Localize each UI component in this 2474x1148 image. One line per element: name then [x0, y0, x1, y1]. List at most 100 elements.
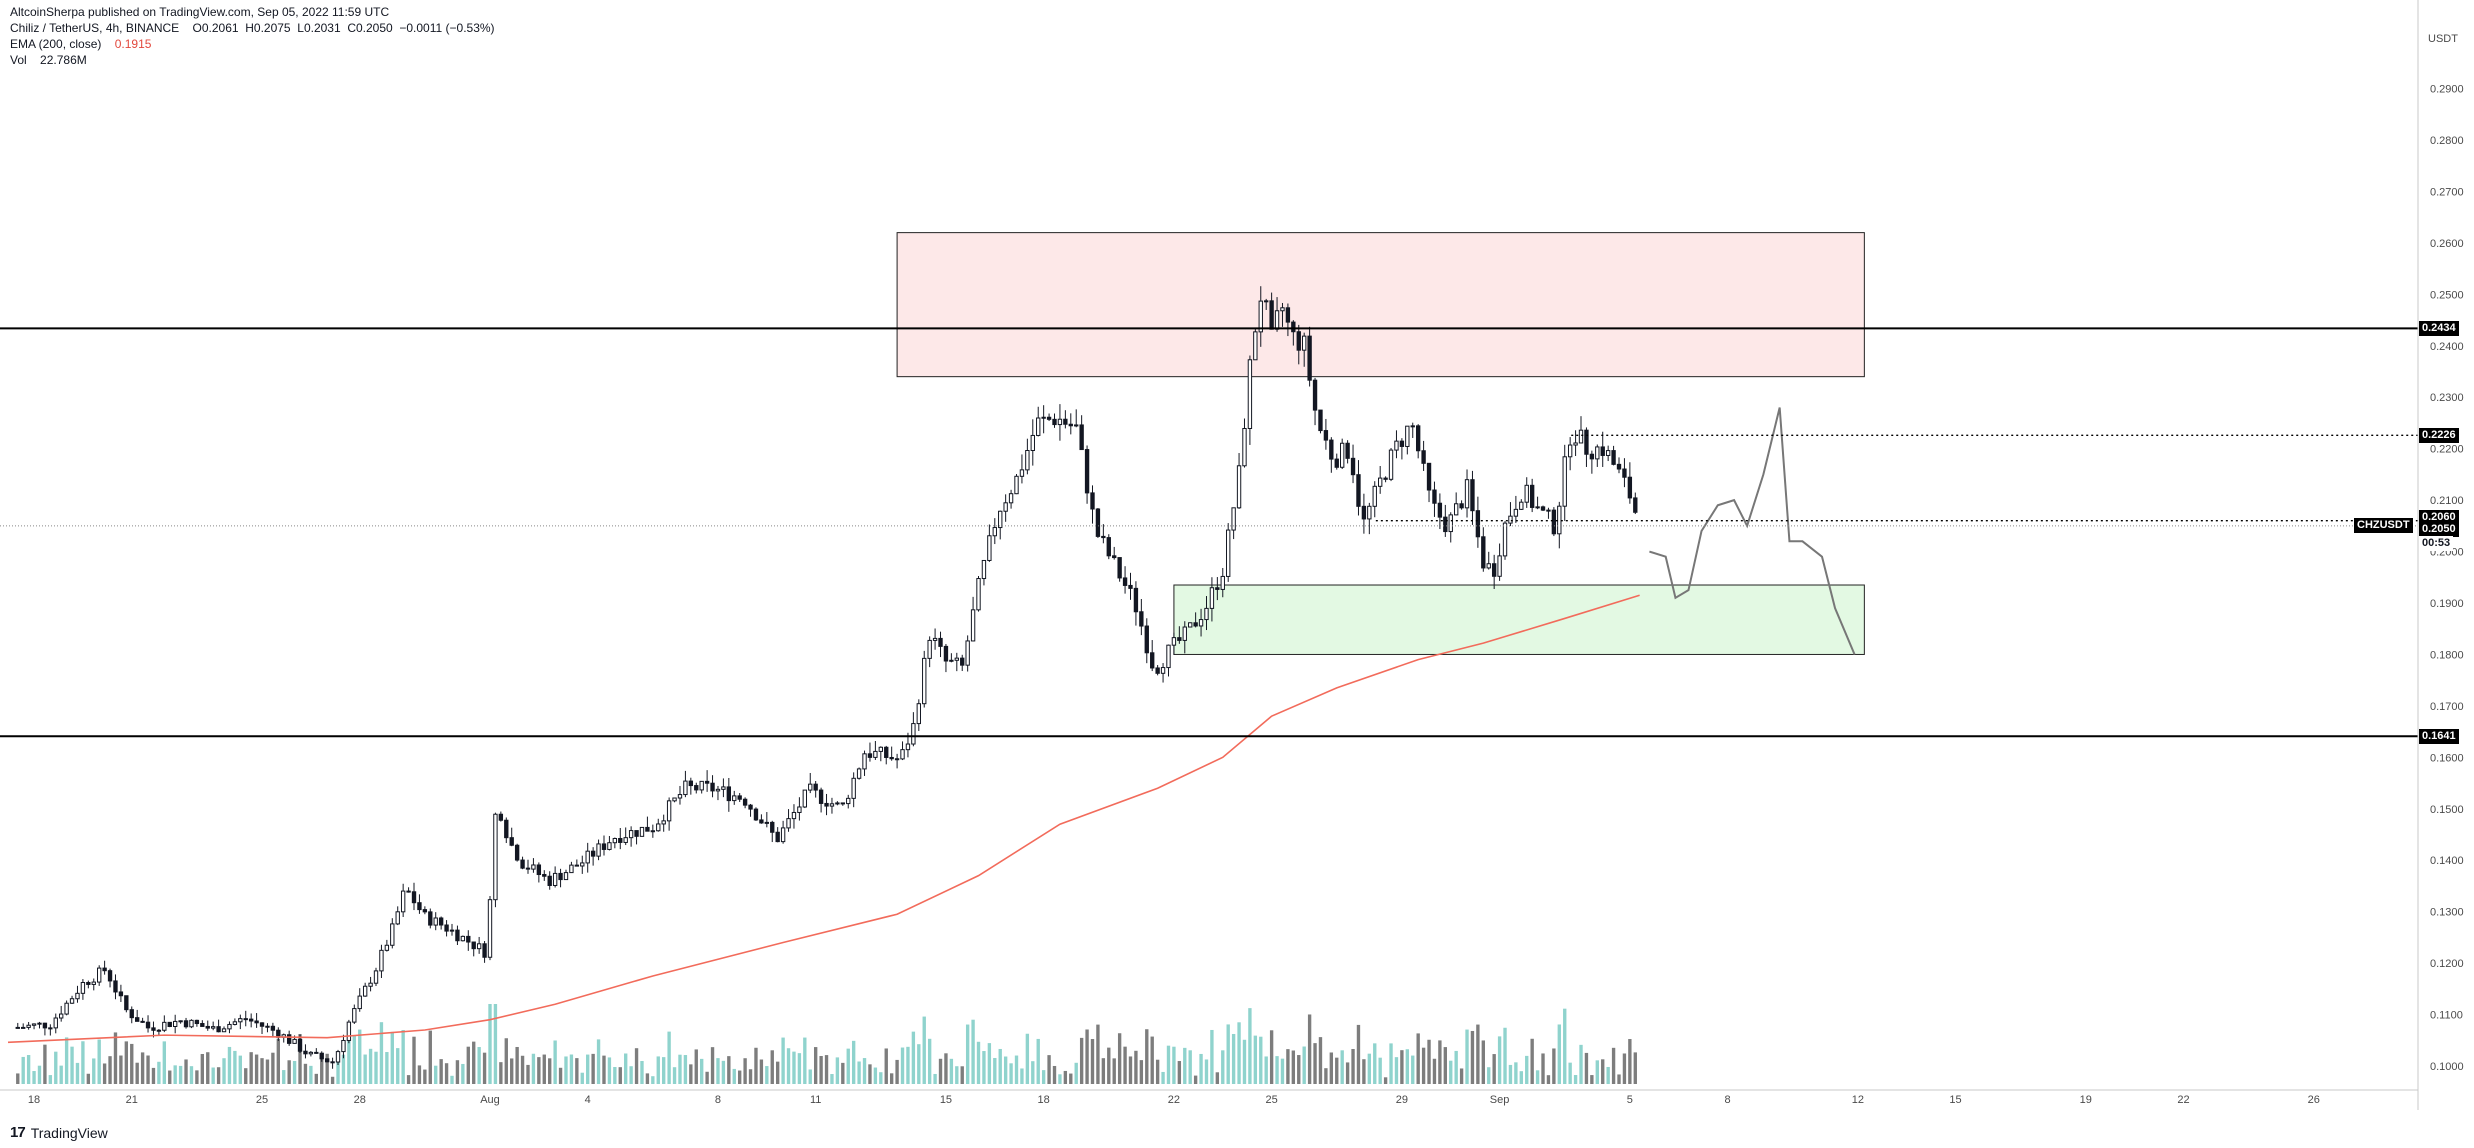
- volume-bar: [488, 1004, 492, 1084]
- x-tick-label: 21: [126, 1094, 138, 1106]
- candle: [1367, 505, 1372, 520]
- volume-bar: [591, 1053, 595, 1084]
- tradingview-name: TradingView: [30, 1124, 108, 1141]
- support-zone: [1173, 584, 1865, 655]
- x-tick-label: 26: [2308, 1094, 2320, 1106]
- volume-bar: [140, 1052, 145, 1084]
- volume-bar: [1508, 1064, 1513, 1084]
- candle: [91, 981, 96, 985]
- vol-label[interactable]: Vol: [10, 53, 27, 67]
- volume-bar: [775, 1061, 780, 1084]
- candle: [438, 917, 444, 926]
- candle: [1014, 475, 1019, 495]
- volume-bar: [287, 1060, 291, 1084]
- candle: [1578, 429, 1584, 444]
- volume-bar: [1025, 1033, 1030, 1084]
- candle: [1144, 625, 1149, 654]
- volume-bar: [548, 1058, 552, 1084]
- volume-bar: [662, 1057, 666, 1084]
- candle: [1188, 622, 1193, 628]
- candle: [1546, 509, 1551, 512]
- volume-bar: [1172, 1046, 1176, 1084]
- x-tick-label: 8: [715, 1094, 721, 1106]
- candle: [1622, 468, 1627, 478]
- candle: [324, 1058, 330, 1063]
- volume-indicator-line[interactable]: Vol 22.786M: [10, 53, 87, 67]
- candle: [124, 995, 129, 1011]
- candle: [1101, 535, 1106, 539]
- volume-bar: [1590, 1075, 1594, 1084]
- candle: [808, 783, 813, 791]
- volume-bar: [678, 1054, 682, 1084]
- candle: [368, 982, 373, 987]
- volume-bar: [1259, 1036, 1263, 1084]
- volume-bar: [830, 1074, 834, 1084]
- ema-indicator-line[interactable]: EMA (200, close) 0.1915: [10, 37, 151, 51]
- volume-bar: [1525, 1055, 1529, 1084]
- candle: [319, 1052, 324, 1060]
- volume-bar: [634, 1048, 639, 1084]
- volume-bar: [900, 1047, 905, 1084]
- candle: [205, 1025, 210, 1029]
- volume-bar: [1052, 1065, 1057, 1084]
- volume-bar: [1389, 1043, 1393, 1084]
- tradingview-logo-icon: 17: [10, 1124, 26, 1141]
- candle: [1139, 611, 1144, 627]
- volume-bar: [618, 1067, 622, 1084]
- candle: [780, 827, 786, 843]
- volume-bar: [1079, 1037, 1084, 1084]
- candle: [352, 1008, 357, 1023]
- volume-bar: [32, 1071, 36, 1084]
- volume-bar: [70, 1046, 74, 1084]
- volume-bar: [743, 1058, 747, 1084]
- candle: [1204, 607, 1209, 621]
- candle: [1106, 537, 1111, 557]
- candle: [1090, 492, 1095, 510]
- volume-bar: [1503, 1027, 1507, 1084]
- candle: [1291, 321, 1296, 333]
- y-tick-label: 0.2200: [2430, 444, 2464, 456]
- volume-bar: [401, 1030, 405, 1084]
- tradingview-branding[interactable]: 17 TradingView: [10, 1124, 108, 1141]
- candle: [889, 756, 894, 760]
- x-tick-label: 11: [810, 1094, 821, 1106]
- candle: [1198, 619, 1204, 627]
- candle: [851, 777, 856, 799]
- volume-bar: [1307, 1014, 1312, 1084]
- candle: [1025, 450, 1030, 471]
- volume-bar: [1476, 1024, 1480, 1084]
- volume-bar: [1221, 1050, 1225, 1084]
- volume-bar: [26, 1055, 31, 1084]
- candle: [802, 789, 808, 808]
- candle: [894, 758, 900, 761]
- candle: [1112, 555, 1117, 559]
- x-tick-label: 22: [2177, 1094, 2189, 1106]
- candle: [1633, 497, 1638, 513]
- volume-bar: [417, 1065, 422, 1084]
- volume-bar: [200, 1053, 205, 1084]
- candle: [1421, 450, 1426, 464]
- volume-bar: [1242, 1039, 1247, 1084]
- candle: [569, 864, 574, 874]
- symbol-title[interactable]: Chiliz / TetherUS, 4h, BINANCE: [10, 21, 180, 35]
- candle: [1448, 514, 1453, 533]
- symbol-line[interactable]: Chiliz / TetherUS, 4h, BINANCE O0.2061 H…: [10, 21, 495, 35]
- ema-label[interactable]: EMA (200, close): [10, 37, 102, 51]
- candle: [341, 1039, 346, 1053]
- volume-bar: [917, 1044, 921, 1084]
- candle: [813, 783, 818, 791]
- volume-bar: [43, 1044, 47, 1084]
- candle: [1491, 563, 1497, 577]
- volume-bar: [260, 1058, 264, 1084]
- volume-bar: [1335, 1057, 1339, 1084]
- candle: [1226, 529, 1231, 577]
- candle: [1312, 379, 1318, 411]
- candle: [726, 786, 732, 802]
- x-tick-label: 15: [1949, 1094, 1961, 1106]
- candle: [140, 1020, 145, 1023]
- volume-bar: [379, 1022, 384, 1084]
- volume-bar: [1530, 1038, 1534, 1084]
- volume-bar: [689, 1064, 693, 1084]
- candle: [552, 872, 558, 886]
